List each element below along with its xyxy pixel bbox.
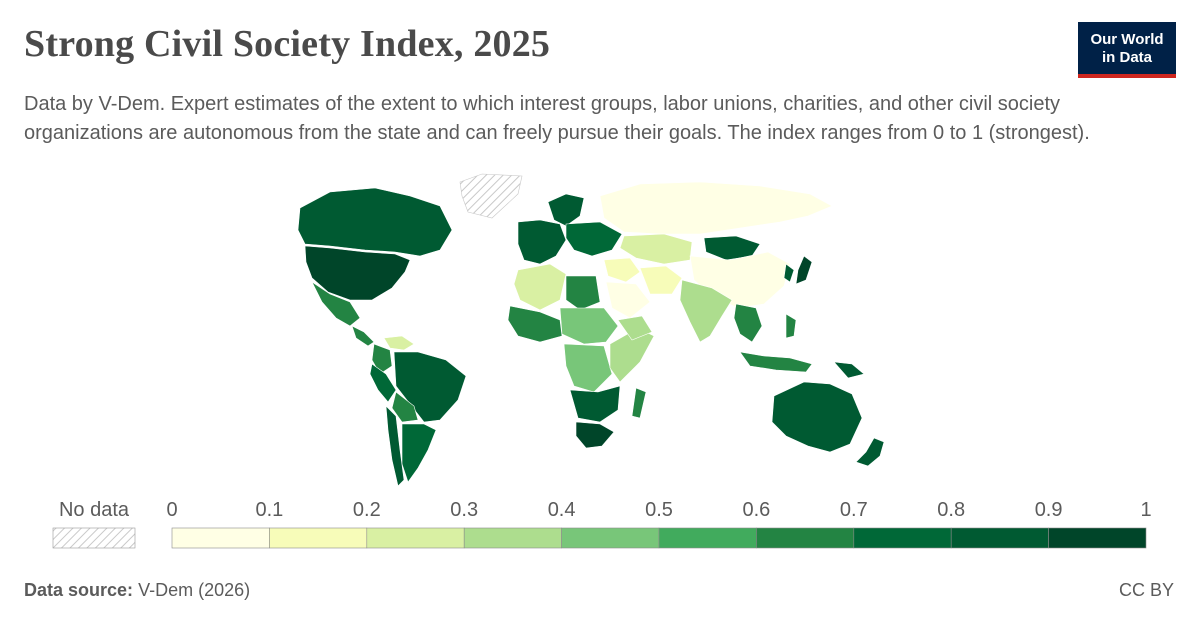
map-region-russia[interactable] <box>599 181 833 235</box>
data-source: Data source: V-Dem (2026) <box>24 580 250 601</box>
map-region-west-africa[interactable] <box>507 305 563 343</box>
map-region-scandinavia[interactable] <box>547 193 585 227</box>
map-region-mexico[interactable] <box>311 281 361 327</box>
source-label: Data source: <box>24 580 134 600</box>
source-value[interactable]: V-Dem (2026) <box>138 580 251 600</box>
legend-bin-3[interactable] <box>463 527 562 549</box>
map-region-southeast-asia[interactable] <box>733 303 763 343</box>
map-region-peru[interactable] <box>369 363 397 403</box>
legend-bin-5[interactable] <box>658 527 757 549</box>
legend-bin-9[interactable] <box>1048 527 1147 549</box>
legend-tick-label: 1 <box>1140 499 1151 521</box>
map-region-eastern-europe[interactable] <box>565 221 623 257</box>
map-region-iran[interactable] <box>639 265 683 295</box>
map-region-central-america[interactable] <box>351 325 375 347</box>
legend-no-data-label: No data <box>59 499 130 521</box>
map-region-india[interactable] <box>679 279 733 343</box>
legend-bin-8[interactable] <box>950 527 1049 549</box>
map-region-central-asia[interactable] <box>619 233 693 265</box>
map-region-new-zealand[interactable] <box>855 437 885 467</box>
map-region-southern-africa[interactable] <box>569 385 621 423</box>
map-region-madagascar[interactable] <box>631 387 647 419</box>
legend-bin-7[interactable] <box>853 527 952 549</box>
map-region-south-africa[interactable] <box>575 421 615 449</box>
map-region-western-europe[interactable] <box>517 219 567 265</box>
map-region-indonesia[interactable] <box>739 351 813 373</box>
chart-subtitle: Data by V-Dem. Expert estimates of the e… <box>24 93 1090 144</box>
legend-tick-label: 0.3 <box>450 499 478 521</box>
legend-tick-label: 0 <box>166 499 177 521</box>
legend-bin-4[interactable] <box>561 527 660 549</box>
legend-tick-label: 0.1 <box>255 499 283 521</box>
owid-logo[interactable]: Our World in Data <box>1078 22 1176 78</box>
map-region-venezuela[interactable] <box>383 335 415 351</box>
legend-bin-1[interactable] <box>269 527 368 549</box>
map-region-bolivia[interactable] <box>391 391 419 423</box>
map-region-united-states[interactable] <box>304 245 411 301</box>
legend-no-data-swatch <box>52 527 136 549</box>
legend-tick-label: 0.8 <box>937 499 965 521</box>
map-region-ethiopia[interactable] <box>617 315 653 341</box>
legend-tick-label: 0.7 <box>840 499 868 521</box>
map-region-north-africa[interactable] <box>513 263 567 311</box>
legend-tick-label: 0.6 <box>742 499 770 521</box>
map-region-central-africa[interactable] <box>563 343 613 393</box>
legend-bin-2[interactable] <box>366 527 465 549</box>
license-label[interactable]: CC BY <box>1118 580 1174 600</box>
map-region-australia[interactable] <box>771 381 863 453</box>
legend-tick-label: 0.4 <box>548 499 576 521</box>
color-legend: No data 0 0.1 0.2 0.3 0.4 0.5 0.6 0.7 0.8 0.9 1 <box>52 499 1152 549</box>
legend-tick-label: 0.9 <box>1035 499 1063 521</box>
map-region-korea[interactable] <box>783 263 795 283</box>
map-region-greenland[interactable] <box>459 173 523 219</box>
map-region-canada[interactable] <box>297 187 453 257</box>
world-map[interactable] <box>0 160 1200 490</box>
legend-tick-label: 0.2 <box>353 499 381 521</box>
map-region-colombia[interactable] <box>371 343 393 375</box>
chart-title: Strong Civil Society Index, 2025 <box>24 23 551 65</box>
legend-bin-0[interactable] <box>171 527 270 549</box>
map-region-philippines[interactable] <box>785 313 797 339</box>
map-region-japan[interactable] <box>795 255 813 285</box>
legend-tick-label: 0.5 <box>645 499 673 521</box>
map-region-libya[interactable] <box>565 275 601 311</box>
map-region-middle-east[interactable] <box>603 257 641 283</box>
map-region-saudi-arabia[interactable] <box>605 281 651 319</box>
legend-bin-6[interactable] <box>756 527 855 549</box>
logo-line-2: in Data <box>1101 49 1152 66</box>
map-region-argentina[interactable] <box>401 423 437 483</box>
map-region-chile[interactable] <box>385 405 405 487</box>
logo-line-1: Our World <box>1090 31 1164 48</box>
map-region-sahel[interactable] <box>559 307 619 345</box>
map-region-papua-new-guinea[interactable] <box>833 361 865 379</box>
